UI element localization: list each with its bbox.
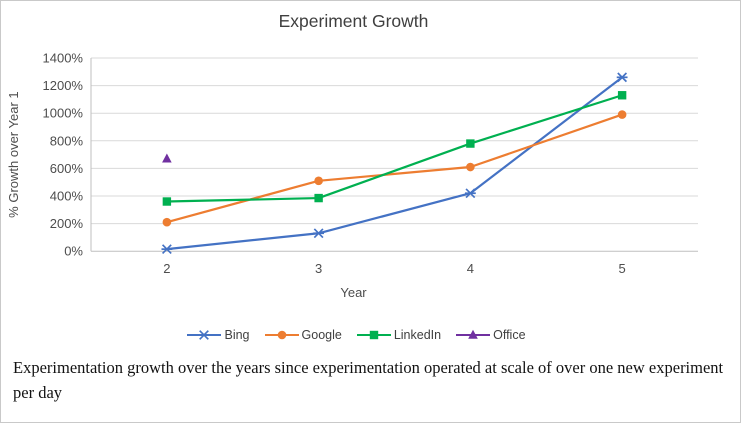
circle-marker-icon [277, 330, 286, 340]
x-axis-title: Year [340, 285, 367, 300]
plot-area: 0% 200% 400% 600% 800% 1000% 1200% 1400% 2 3 4 5 % G… [6, 51, 698, 276]
series-google [162, 110, 627, 227]
series-linkedin [162, 91, 627, 206]
x-tick-label: 4 [467, 261, 474, 276]
legend-triangle-marker-icon [456, 329, 491, 339]
square-marker-icon [466, 139, 475, 148]
x-tick-label: 3 [315, 261, 322, 276]
square-marker-icon [617, 91, 627, 100]
figure-caption: Experimentation growth over the years si… [13, 358, 724, 402]
y-tick-label: 400% [50, 189, 84, 204]
x-tick-label: 2 [163, 261, 170, 276]
x-marker-icon [199, 330, 210, 340]
square-marker-icon [162, 197, 172, 206]
x-marker-icon [616, 72, 628, 83]
legend-item-bing: Bing [186, 328, 250, 342]
triangle-marker-icon [162, 153, 172, 163]
y-tick-label: 0% [64, 244, 83, 259]
y-tick-label: 800% [50, 133, 84, 148]
triangle-marker-icon [468, 329, 478, 339]
legend-label: Google [301, 328, 342, 342]
circle-marker-icon [617, 110, 627, 119]
legend-square-marker-icon [356, 330, 391, 340]
legend-label: Bing [224, 328, 250, 342]
y-tick-label: 600% [50, 161, 84, 176]
legend-item-google: Google [264, 328, 342, 342]
square-marker-icon [314, 193, 323, 203]
x-marker-icon [161, 244, 173, 255]
y-tick-label: 1200% [43, 78, 84, 93]
y-tick-label: 1000% [43, 106, 84, 121]
legend: Bing Google LinkedIn Office [1, 327, 711, 343]
series-office [162, 153, 172, 163]
legend-label: Office [493, 328, 526, 342]
legend-label: LinkedIn [393, 328, 442, 342]
circle-marker-icon [466, 162, 475, 172]
x-marker-icon [313, 228, 325, 239]
y-tick-label: 200% [50, 216, 84, 231]
chart-title: Experiment Growth [278, 11, 429, 31]
square-marker-icon [369, 330, 379, 340]
legend-item-office: Office [455, 328, 526, 342]
y-axis-title: % Growth over Year 1 [6, 91, 21, 217]
circle-marker-icon [314, 176, 323, 186]
legend-circle-marker-icon [264, 330, 299, 340]
legend-item-linkedin: LinkedIn [356, 328, 441, 342]
y-tick-label: 1400% [43, 51, 84, 66]
legend-x-marker-icon [187, 330, 222, 340]
circle-marker-icon [162, 217, 172, 227]
x-marker-icon [464, 188, 476, 199]
x-tick-label: 5 [619, 261, 626, 276]
series-bing [161, 72, 628, 255]
